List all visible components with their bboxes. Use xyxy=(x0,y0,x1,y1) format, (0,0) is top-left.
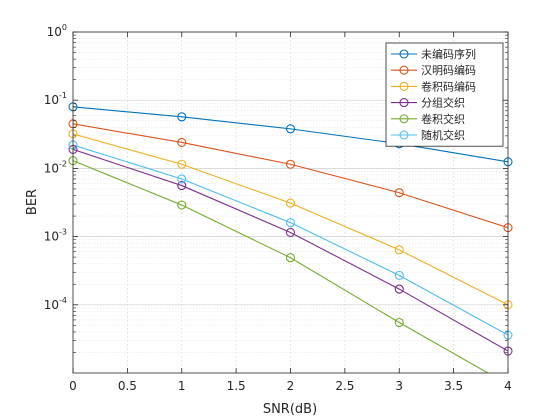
series-line-3 xyxy=(73,133,508,306)
legend-label: 随机交织 xyxy=(421,128,465,142)
x-tick-label: 0 xyxy=(69,379,77,393)
series-marker xyxy=(177,159,187,169)
axis-ticks xyxy=(72,31,509,373)
series-layer xyxy=(73,106,508,373)
y-tick-labels: 100 10-1 10-2 10-3 10-4 xyxy=(44,23,67,312)
y-tick-label: 10-1 xyxy=(44,91,67,107)
series-marker xyxy=(285,198,296,208)
series-marker xyxy=(177,200,187,210)
legend-label: 未编码序列 xyxy=(421,47,476,61)
x-tick-label: 1.5 xyxy=(227,379,246,393)
series-line-4 xyxy=(73,148,508,352)
y-tick-label: 10-4 xyxy=(44,296,67,312)
series-marker xyxy=(394,284,404,294)
x-tick-label: 4 xyxy=(504,379,512,393)
x-tick-label: 0.5 xyxy=(118,379,137,393)
series-marker xyxy=(285,227,296,238)
series-marker xyxy=(177,112,187,122)
x-tick-label: 3.5 xyxy=(444,379,463,393)
series-marker xyxy=(285,253,296,263)
legend-label: 卷积码编码 xyxy=(421,79,476,93)
y-axis-label: BER xyxy=(25,189,40,215)
y-tick-label: 100 xyxy=(47,23,67,39)
x-tick-label: 2.5 xyxy=(335,379,354,393)
x-tick-labels: 0 0.5 1 1.5 2 2.5 3 3.5 4 xyxy=(69,379,512,393)
series-line-6 xyxy=(73,144,508,336)
legend-marker xyxy=(399,114,409,124)
series-line-5 xyxy=(73,160,490,373)
series-marker xyxy=(177,181,187,191)
legend-marker xyxy=(399,81,409,91)
legend-label: 分组交织 xyxy=(421,96,465,110)
legend-marker xyxy=(399,130,409,140)
x-tick-label: 3 xyxy=(395,379,403,393)
series-marker xyxy=(177,174,187,184)
legend-marker xyxy=(399,65,409,75)
series-line-2 xyxy=(73,123,508,229)
x-tick-label: 1 xyxy=(178,379,186,393)
series-line-1 xyxy=(73,106,508,163)
legend-label: 卷积交织 xyxy=(421,112,465,126)
series-marker xyxy=(394,245,404,255)
y-tick-label: 10-3 xyxy=(44,228,67,244)
series-marker xyxy=(394,188,404,198)
y-tick-label: 10-2 xyxy=(44,159,67,175)
series-marker xyxy=(285,218,296,228)
legend-label: 汉明码编码 xyxy=(421,63,476,77)
x-tick-label: 2 xyxy=(287,379,295,393)
legend-box xyxy=(385,42,504,147)
series-marker xyxy=(177,137,187,148)
series-marker xyxy=(285,124,296,134)
legend-marker xyxy=(399,98,409,108)
series-marker xyxy=(394,317,404,328)
series-marker xyxy=(285,159,296,169)
x-axis-label: SNR(dB) xyxy=(263,402,317,417)
series-marker xyxy=(394,270,404,280)
legend-marker xyxy=(399,49,409,59)
